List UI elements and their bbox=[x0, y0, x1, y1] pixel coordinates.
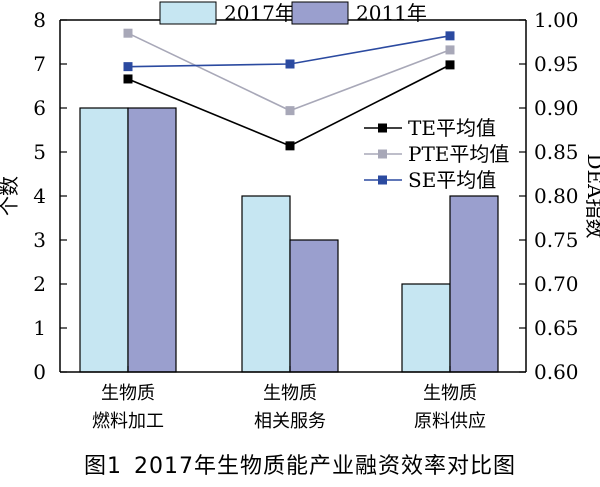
legend-swatch bbox=[291, 1, 349, 25]
left-tick-label: 1 bbox=[33, 316, 46, 340]
legend-label: SE平均值 bbox=[408, 168, 496, 192]
category-label: 生物质 bbox=[263, 383, 317, 404]
legend-marker bbox=[378, 149, 387, 159]
category-label: 相关服务 bbox=[254, 411, 326, 432]
legend-swatch bbox=[159, 1, 217, 25]
category-label: 燃料加工 bbox=[92, 411, 164, 432]
left-tick-label: 7 bbox=[33, 52, 46, 76]
figure-title: 2017年生物质能产业融资效率对比图 bbox=[134, 454, 516, 479]
right-tick-label: 0.65 bbox=[534, 316, 579, 340]
series-point bbox=[123, 74, 133, 84]
left-tick-label: 4 bbox=[33, 184, 46, 208]
right-tick-label: 1.00 bbox=[534, 8, 579, 32]
series-point bbox=[123, 62, 133, 72]
bar bbox=[289, 239, 339, 373]
series-point bbox=[285, 59, 295, 69]
left-tick-label: 2 bbox=[33, 272, 46, 296]
right-tick-label: 0.60 bbox=[534, 360, 579, 384]
right-tick-label: 0.95 bbox=[534, 52, 579, 76]
y-axis-title-right: DEA指数 bbox=[583, 153, 600, 238]
right-tick-label: 0.70 bbox=[534, 272, 579, 296]
legend-label: 2011年 bbox=[356, 1, 427, 25]
right-tick-label: 0.90 bbox=[534, 96, 579, 120]
series-point bbox=[285, 141, 295, 151]
legend-marker bbox=[378, 123, 387, 133]
bar bbox=[449, 195, 499, 373]
bar bbox=[79, 107, 129, 373]
right-tick-label: 0.80 bbox=[534, 184, 579, 208]
left-tick-label: 6 bbox=[33, 96, 46, 120]
right-tick-label: 0.85 bbox=[534, 140, 579, 164]
left-tick-label: 0 bbox=[33, 360, 46, 384]
dual-axis-chart: 0 1 2 3 4 5 6 7 8 0.60 0.65 0.70 0.75 0.80 0.85 0.90 0.9… bbox=[0, 1, 600, 432]
legend-label: TE平均值 bbox=[408, 116, 496, 140]
left-tick-label: 5 bbox=[33, 140, 46, 164]
category-label: 原料供应 bbox=[414, 411, 486, 432]
y-axis-title-left: 个数 bbox=[0, 176, 21, 216]
left-tick-label: 8 bbox=[33, 8, 46, 32]
series-point bbox=[445, 45, 455, 55]
figure-caption: 图1 2017年生物质能产业融资效率对比图 bbox=[0, 448, 600, 480]
bar bbox=[241, 195, 291, 373]
series-point bbox=[445, 31, 455, 41]
legend-label: 2017年 bbox=[224, 1, 295, 25]
bar bbox=[127, 107, 177, 373]
category-label: 生物质 bbox=[101, 383, 155, 404]
category-label: 生物质 bbox=[423, 383, 477, 404]
bar bbox=[401, 283, 451, 373]
legend-marker bbox=[378, 175, 387, 185]
series-point bbox=[285, 106, 295, 116]
left-tick-label: 3 bbox=[33, 228, 46, 252]
figure-label: 图1 bbox=[84, 454, 122, 479]
legend-label: PTE平均值 bbox=[408, 142, 509, 166]
series-point bbox=[123, 28, 133, 38]
right-tick-label: 0.75 bbox=[534, 228, 579, 252]
series-point bbox=[445, 60, 455, 70]
